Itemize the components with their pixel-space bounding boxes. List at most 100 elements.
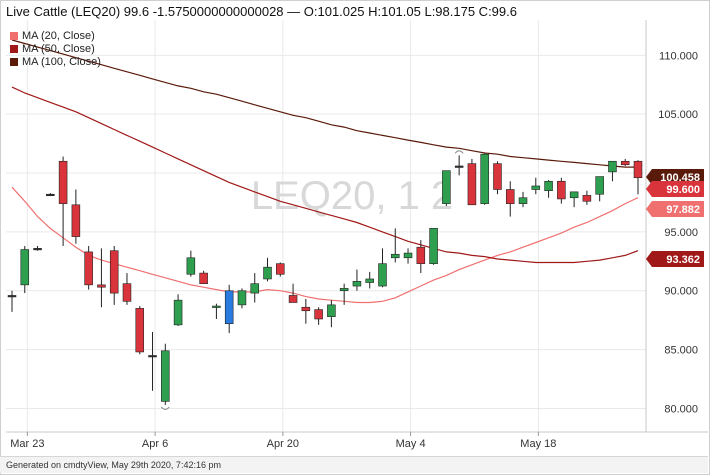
candle-body [480,153,489,204]
candle [467,158,477,206]
ma-line-100 [11,39,638,168]
candle-body [595,176,604,195]
candle-body [212,305,221,308]
candle-body [161,350,170,402]
candle-body [173,299,183,326]
candle-body [186,257,196,275]
candle [109,246,119,305]
candle [378,248,387,288]
watermark: LEQ20, 1 2 [251,174,453,218]
candle [339,283,349,305]
y-tick-label: 85.000 [664,345,698,357]
legend: MA (20, Close) MA (50, Close) MA (100, C… [10,29,101,68]
price-tag-bg [646,181,704,197]
price-tag-value: 93.362 [666,254,700,266]
price-tag-value: 99.600 [666,184,700,196]
candle [352,269,362,291]
candle-body [467,163,477,206]
period-high-marker [454,150,464,154]
candle [148,331,157,391]
candle [250,273,259,303]
legend-item-ma100[interactable]: MA (100, Close) [10,55,101,68]
y-tick-label: 110.000 [659,50,698,62]
candle-body [531,185,541,190]
candle [633,160,643,195]
candle [416,240,426,274]
candle-body [224,290,234,325]
x-tick-label: Apr 20 [267,438,299,450]
y-tick-label: 80.000 [664,403,698,415]
candle [557,177,566,204]
legend-item-ma20[interactable]: MA (20, Close) [10,29,101,42]
candle-body [416,246,426,264]
legend-swatch-icon [10,57,18,66]
candle [288,283,298,303]
period-low-marker [160,406,170,410]
y-tick-label: 105.000 [658,109,698,121]
candle-body [608,160,617,173]
candle [58,156,68,247]
candle-body [339,288,349,292]
x-tick-label: Mar 23 [10,438,44,450]
candle [84,246,93,290]
y-tick-label: 95.000 [664,227,698,239]
candle-body [109,250,119,294]
candle [20,246,30,294]
candle-body [327,304,336,317]
candle [314,307,323,325]
candle [595,176,604,202]
candle-body [620,160,630,166]
candle-body [493,163,502,190]
candle-body [237,290,247,306]
candle-body [97,284,106,288]
candle [46,193,55,197]
candle [429,228,438,265]
candle [224,284,234,334]
legend-item-ma50[interactable]: MA (50, Close) [10,42,101,55]
candle [173,294,183,327]
candle-body [135,308,145,353]
candle-body [84,251,93,286]
candle [442,170,451,206]
y-axis: 80.00085.00090.00095.000100.000105.00011… [658,50,698,415]
candle [122,273,132,305]
price-tag-bg [646,251,704,267]
candle-body [582,195,592,202]
candle [97,248,106,308]
legend-swatch-icon [10,44,18,53]
price-tag-bg [646,201,704,217]
candle [403,248,413,264]
candle-body [263,266,272,280]
legend-label: MA (20, Close) [22,29,95,42]
candle-body [569,191,579,199]
price-tag-value: 97.882 [666,204,700,216]
candle-body [288,295,298,303]
high-low-markers [160,150,464,410]
candles [7,153,643,405]
legend-label: MA (100, Close) [22,55,101,68]
candle [620,158,630,166]
candle [135,306,145,355]
candle-body [365,278,374,283]
price-tag: 97.882 [646,201,704,217]
candle [544,180,553,198]
candle-body [352,281,362,287]
candle-body [7,295,17,298]
candle-body [391,253,400,259]
x-tick-label: May 4 [396,438,426,450]
candle-body [633,160,643,179]
moving-average-lines [11,39,639,304]
ma-line-50 [11,86,639,264]
candle-body [403,252,413,259]
price-tag: 93.362 [646,251,704,267]
candle [505,181,515,217]
candle [480,153,489,205]
candle-body [122,283,132,302]
candle [71,189,81,244]
grid [6,20,646,432]
candle [301,298,311,324]
y-tick-label: 90.000 [664,286,698,298]
